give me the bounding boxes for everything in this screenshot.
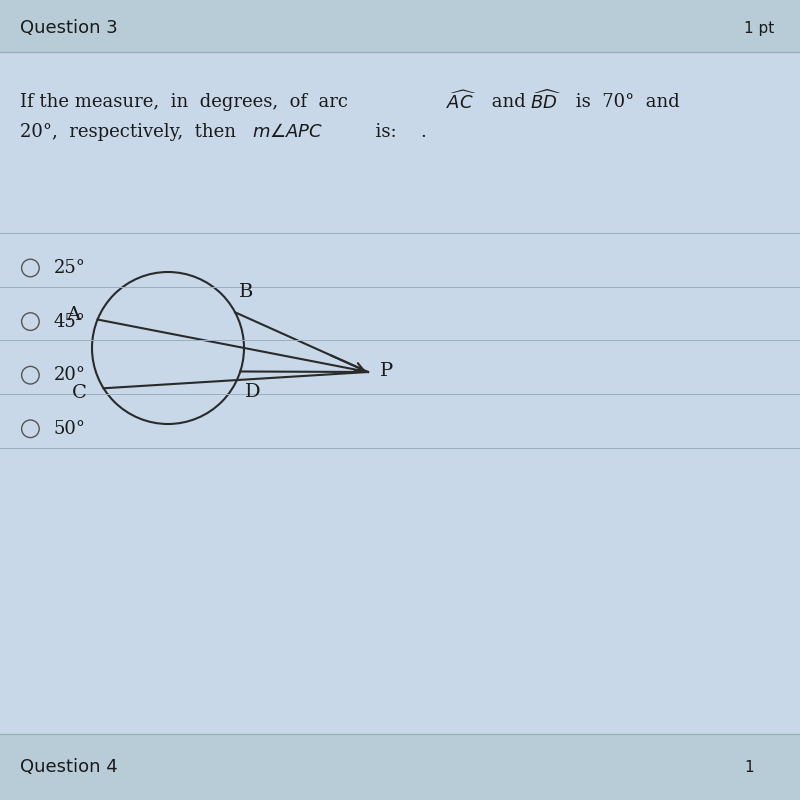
Text: 20°: 20° [54,366,86,384]
Text: B: B [239,283,254,301]
Text: $\widehat{BD}$: $\widehat{BD}$ [530,90,562,114]
Text: is  70°  and: is 70° and [570,93,679,110]
FancyBboxPatch shape [0,734,800,800]
Text: P: P [379,362,393,379]
Text: 20°,  respectively,  then: 20°, respectively, then [20,123,247,141]
Text: 50°: 50° [54,420,86,438]
Text: Question 3: Question 3 [20,19,118,37]
Text: 1: 1 [744,760,754,774]
Text: is:: is: [364,123,397,141]
Text: and: and [486,93,532,110]
Text: 25°: 25° [54,259,86,277]
FancyBboxPatch shape [0,0,800,52]
Text: If the measure,  in  degrees,  of  arc: If the measure, in degrees, of arc [20,93,359,110]
Text: $\widehat{AC}$: $\widehat{AC}$ [446,90,478,113]
Text: $m\angle APC$: $m\angle APC$ [252,123,323,141]
Text: D: D [245,383,260,401]
Text: 45°: 45° [54,313,86,330]
Text: 1 pt: 1 pt [744,21,774,35]
Text: .: . [420,123,426,141]
Text: A: A [66,306,80,324]
Text: Question 4: Question 4 [20,758,118,776]
Text: C: C [71,383,86,402]
